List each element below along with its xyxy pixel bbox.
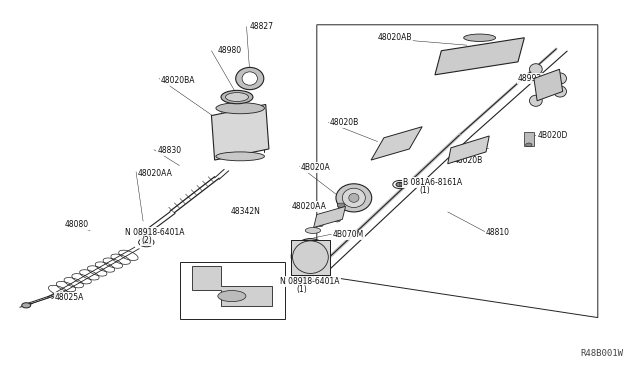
Text: 48830: 48830 (157, 146, 181, 155)
Ellipse shape (292, 241, 328, 273)
Wedge shape (243, 70, 257, 75)
Text: N 08918-6401A: N 08918-6401A (280, 277, 340, 286)
Text: 48992: 48992 (518, 74, 542, 83)
Circle shape (504, 55, 515, 61)
Circle shape (378, 150, 385, 155)
Text: 48827: 48827 (250, 22, 274, 31)
Text: (1): (1) (296, 285, 307, 294)
Text: 48810: 48810 (486, 228, 510, 237)
Bar (179, 262, 285, 320)
Circle shape (22, 303, 31, 308)
Ellipse shape (554, 86, 566, 97)
Text: 48980: 48980 (218, 46, 242, 55)
Circle shape (142, 240, 151, 245)
Ellipse shape (305, 228, 321, 234)
Text: 48020B: 48020B (330, 119, 359, 128)
Circle shape (301, 275, 310, 280)
Text: 48020BA: 48020BA (161, 76, 195, 85)
Ellipse shape (218, 291, 246, 302)
Circle shape (396, 182, 404, 187)
Polygon shape (211, 105, 269, 160)
Text: 48020B: 48020B (454, 155, 483, 164)
Bar (291, 240, 330, 275)
Text: N: N (145, 240, 148, 245)
Ellipse shape (336, 184, 372, 212)
Text: N 08918-6401A: N 08918-6401A (125, 228, 185, 237)
Circle shape (297, 273, 314, 283)
Text: 4B020D: 4B020D (537, 131, 568, 141)
Ellipse shape (242, 72, 257, 85)
Circle shape (317, 223, 323, 227)
Polygon shape (192, 266, 272, 307)
Ellipse shape (305, 251, 316, 261)
Polygon shape (448, 136, 489, 164)
Ellipse shape (342, 188, 365, 208)
Text: 48020AA: 48020AA (138, 169, 173, 177)
Circle shape (141, 232, 148, 235)
Polygon shape (371, 127, 422, 160)
Circle shape (443, 66, 453, 72)
Polygon shape (534, 69, 563, 101)
Ellipse shape (299, 245, 322, 267)
Circle shape (540, 81, 556, 90)
Polygon shape (435, 38, 524, 75)
Circle shape (408, 132, 416, 137)
Circle shape (337, 203, 345, 208)
Text: 48342N: 48342N (230, 208, 260, 217)
Text: 48025A: 48025A (55, 293, 84, 302)
Ellipse shape (349, 193, 359, 202)
Bar (291, 240, 330, 275)
Polygon shape (314, 206, 346, 228)
Text: (1): (1) (419, 186, 429, 195)
Text: R48B001W: R48B001W (580, 349, 623, 358)
Circle shape (393, 180, 407, 189)
Text: B: B (398, 182, 401, 187)
Bar (524, 132, 534, 146)
Text: 4B070M: 4B070M (333, 230, 364, 240)
Circle shape (475, 147, 481, 151)
Text: 48020AB: 48020AB (378, 33, 412, 42)
Ellipse shape (529, 64, 542, 75)
Ellipse shape (236, 67, 264, 90)
Ellipse shape (554, 73, 566, 84)
Circle shape (334, 218, 340, 222)
Text: N: N (303, 275, 307, 280)
Ellipse shape (529, 95, 542, 106)
Circle shape (454, 158, 461, 162)
Text: (2): (2) (141, 236, 152, 246)
Ellipse shape (138, 228, 151, 239)
Ellipse shape (225, 93, 248, 102)
Ellipse shape (338, 203, 351, 209)
Text: 48020AA: 48020AA (291, 202, 326, 211)
Text: B 081A6-8161A: B 081A6-8161A (403, 178, 462, 187)
Circle shape (139, 238, 154, 247)
Text: 4B020A: 4B020A (301, 163, 331, 172)
Circle shape (525, 143, 532, 147)
Text: 48080: 48080 (65, 221, 89, 230)
Ellipse shape (464, 34, 495, 41)
Ellipse shape (216, 103, 264, 114)
Ellipse shape (216, 152, 264, 161)
Ellipse shape (291, 238, 330, 274)
Ellipse shape (221, 90, 253, 104)
